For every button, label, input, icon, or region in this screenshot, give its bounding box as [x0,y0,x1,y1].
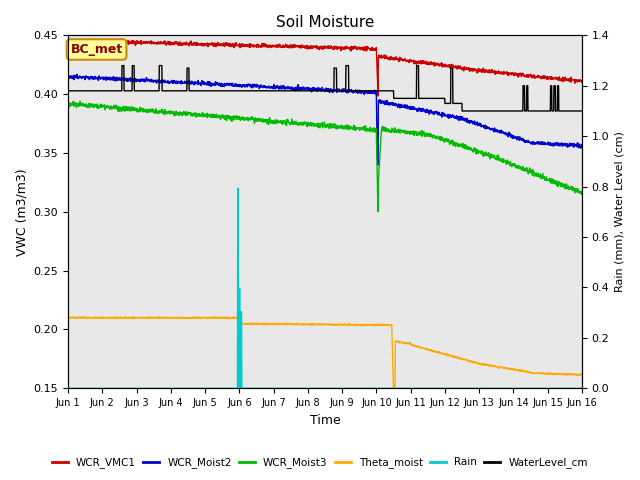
Legend: WCR_VMC1, WCR_Moist2, WCR_Moist3, Theta_moist, Rain, WaterLevel_cm: WCR_VMC1, WCR_Moist2, WCR_Moist3, Theta_… [48,453,592,472]
X-axis label: Time: Time [310,414,340,427]
Y-axis label: Rain (mm), Water Level (cm): Rain (mm), Water Level (cm) [615,132,625,292]
Y-axis label: VWC (m3/m3): VWC (m3/m3) [15,168,28,256]
Title: Soil Moisture: Soil Moisture [276,15,374,30]
Text: BC_met: BC_met [70,43,123,56]
